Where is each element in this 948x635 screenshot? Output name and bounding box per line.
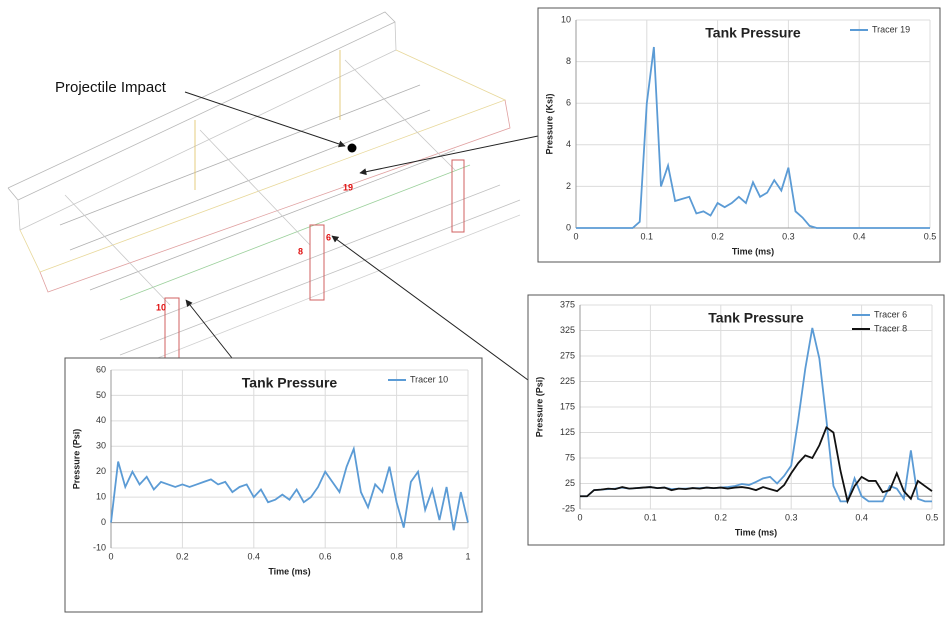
x-tick-label: 0.2 bbox=[711, 231, 724, 241]
x-axis-label: Time (ms) bbox=[735, 527, 777, 537]
y-tick-label: 6 bbox=[566, 98, 571, 108]
y-tick-label: 10 bbox=[96, 492, 106, 502]
y-tick-label: 0 bbox=[101, 517, 106, 527]
x-axis-label: Time (ms) bbox=[732, 246, 774, 256]
y-axis-label: Pressure (Psi) bbox=[534, 377, 544, 438]
y-axis-label: Pressure (Ksi) bbox=[544, 93, 554, 154]
y-tick-label: 10 bbox=[561, 14, 571, 24]
y-tick-label: 30 bbox=[96, 441, 106, 451]
y-tick-label: 125 bbox=[560, 427, 575, 437]
y-tick-label: 375 bbox=[560, 299, 575, 309]
figure: Projectile Impact 19 10 8 6 024681000.10… bbox=[0, 0, 948, 635]
chart-title: Tank Pressure bbox=[705, 25, 801, 41]
x-tick-label: 0.8 bbox=[390, 551, 403, 561]
x-tick-label: 0 bbox=[577, 512, 582, 522]
y-tick-label: 20 bbox=[96, 466, 106, 476]
chart-title: Tank Pressure bbox=[708, 310, 804, 326]
x-tick-label: 0.1 bbox=[641, 231, 654, 241]
chart-panel: -25 25 75 125 175 225 275 325 375 0 0.1 0.2 0.3 0.4 0.… bbox=[528, 295, 944, 545]
x-tick-label: 1 bbox=[465, 551, 470, 561]
x-tick-label: 0.3 bbox=[782, 231, 795, 241]
y-tick-label: 75 bbox=[565, 452, 575, 462]
x-tick-label: 0.2 bbox=[176, 551, 189, 561]
x-tick-label: 0.4 bbox=[248, 551, 261, 561]
x-tick-label: 0.4 bbox=[855, 512, 868, 522]
y-axis-label: Pressure (Psi) bbox=[71, 429, 81, 490]
x-axis-label: Time (ms) bbox=[268, 566, 310, 576]
legend-label: Tracer 6 bbox=[874, 309, 907, 319]
y-tick-label: -25 bbox=[562, 503, 575, 513]
tracer-label: 19 bbox=[343, 182, 353, 192]
tracer-label: 8 bbox=[298, 246, 303, 256]
tracer-label: 10 bbox=[156, 302, 166, 312]
annotation: Projectile Impact bbox=[55, 79, 167, 96]
x-tick-label: 0.6 bbox=[319, 551, 332, 561]
y-tick-label: -10 bbox=[93, 542, 106, 552]
legend-label: Tracer 19 bbox=[872, 24, 910, 34]
y-tick-label: 4 bbox=[566, 139, 571, 149]
x-tick-label: 0.3 bbox=[785, 512, 798, 522]
x-tick-label: 0.5 bbox=[926, 512, 939, 522]
legend-label: Tracer 8 bbox=[874, 323, 907, 333]
y-tick-label: 175 bbox=[560, 401, 575, 411]
y-tick-label: 25 bbox=[565, 478, 575, 488]
y-tick-label: 40 bbox=[96, 415, 106, 425]
y-tick-label: 325 bbox=[560, 325, 575, 335]
tracer-label: 6 bbox=[326, 232, 331, 242]
y-tick-label: 2 bbox=[566, 181, 571, 191]
y-tick-label: 60 bbox=[96, 364, 106, 374]
y-tick-label: 0 bbox=[566, 222, 571, 232]
y-tick-label: 50 bbox=[96, 390, 106, 400]
wireframe bbox=[8, 12, 520, 365]
x-tick-label: 0.4 bbox=[853, 231, 866, 241]
chart-panel: 0 2 4 6 8 10 0 0.1 0.2 0.3 0.4 0.5 Tank Pressure Time… bbox=[538, 8, 940, 262]
x-tick-label: 0.5 bbox=[924, 231, 937, 241]
x-tick-label: 0.1 bbox=[644, 512, 657, 522]
x-tick-label: 0 bbox=[573, 231, 578, 241]
y-tick-label: 275 bbox=[560, 350, 575, 360]
panel-frame bbox=[538, 8, 940, 262]
chart-title: Tank Pressure bbox=[242, 375, 338, 391]
y-tick-label: 225 bbox=[560, 376, 575, 386]
x-tick-label: 0.2 bbox=[715, 512, 728, 522]
legend-label: Tracer 10 bbox=[410, 374, 448, 384]
y-tick-label: 8 bbox=[566, 56, 571, 66]
x-tick-label: 0 bbox=[108, 551, 113, 561]
